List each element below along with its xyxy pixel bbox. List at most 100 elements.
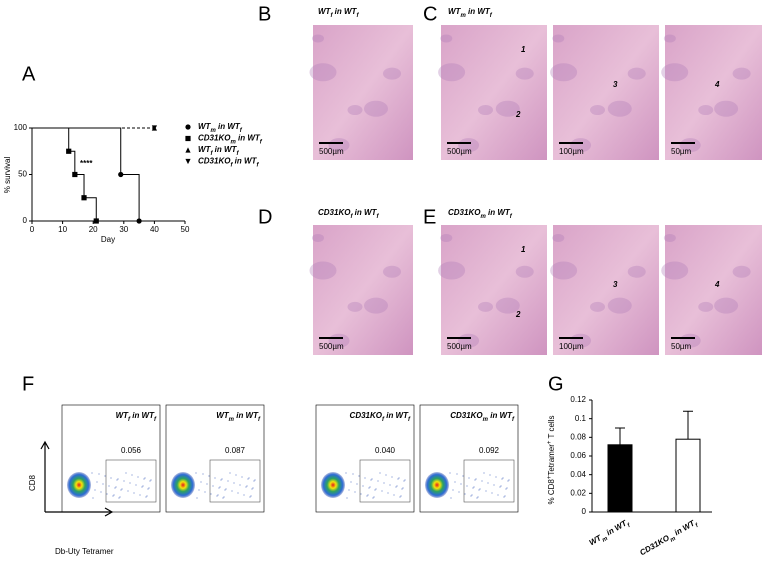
event xyxy=(471,494,473,496)
legend-label-part: CD31KO xyxy=(198,134,231,143)
event xyxy=(501,478,503,480)
scale-label: 500µm xyxy=(447,147,472,156)
event xyxy=(462,475,464,477)
event xyxy=(366,495,368,497)
event xyxy=(216,495,218,497)
event xyxy=(94,489,96,491)
event xyxy=(222,497,224,499)
x-tick-label-part: f xyxy=(627,522,633,529)
event xyxy=(251,488,253,490)
y-axis-label-part: + xyxy=(547,475,553,479)
event xyxy=(129,482,131,484)
event xyxy=(495,476,497,478)
event xyxy=(505,488,507,490)
event xyxy=(377,480,379,482)
legend-label-part: m xyxy=(210,128,216,134)
tissue-feature xyxy=(590,105,606,116)
event xyxy=(371,478,373,480)
event xyxy=(387,492,389,494)
plot-title-part: m xyxy=(229,417,235,423)
scale-label: 50µm xyxy=(671,342,692,351)
legend-label-part: WT xyxy=(198,145,212,154)
x-axis-label: Day xyxy=(101,235,115,244)
event xyxy=(198,489,200,491)
plot-title-part: in WT xyxy=(234,411,259,420)
histology-image xyxy=(441,25,547,160)
legend-label-part: m xyxy=(230,139,236,145)
event xyxy=(108,485,110,487)
event xyxy=(104,475,106,477)
plot-title-part: f xyxy=(408,417,411,423)
tissue-feature xyxy=(440,234,453,242)
panel-title-part: WT xyxy=(448,7,462,16)
panel-label: E xyxy=(423,206,436,228)
event xyxy=(481,480,483,482)
region-number: 3 xyxy=(613,280,618,289)
tissue-feature xyxy=(679,138,701,153)
event xyxy=(476,497,478,499)
event xyxy=(396,485,398,487)
legend-label: WTf in WTf xyxy=(198,145,239,156)
y-axis-label: CD8 xyxy=(28,474,37,491)
legend-label-part: f xyxy=(210,151,213,157)
x-tick-label: 30 xyxy=(119,225,128,234)
panel-title-part: in WT xyxy=(466,7,491,16)
legend-label-part: f xyxy=(256,162,259,168)
error-bar xyxy=(683,410,693,440)
event xyxy=(466,485,468,487)
event xyxy=(253,480,255,482)
population xyxy=(171,472,195,498)
x-tick-label-part: CD31KO xyxy=(638,533,671,557)
event xyxy=(364,477,366,479)
tissue-feature xyxy=(383,265,401,278)
gate xyxy=(209,459,261,503)
tissue-feature xyxy=(458,138,480,153)
y-axis-label-part: + xyxy=(547,440,553,444)
event xyxy=(502,477,504,479)
plot-title-part: in WT xyxy=(130,411,155,420)
y-tick-label: 50 xyxy=(18,170,27,179)
x-tick-label-part: in WT xyxy=(603,518,629,538)
gate xyxy=(105,459,157,503)
event xyxy=(139,494,141,496)
event xyxy=(398,477,400,479)
plot-title-part: CD31KO xyxy=(350,411,383,420)
scale-label: 500µm xyxy=(447,342,472,351)
tissue-feature xyxy=(383,67,401,80)
y-tick-label: 0.02 xyxy=(570,488,586,497)
event xyxy=(225,488,227,490)
panel-title-part: f xyxy=(490,13,493,19)
event xyxy=(217,494,219,496)
event xyxy=(503,496,505,498)
event xyxy=(150,479,152,481)
histology-image xyxy=(665,25,762,160)
event xyxy=(223,496,225,498)
scale-label: 100µm xyxy=(559,147,584,156)
legend-label-part: in WT xyxy=(212,145,237,154)
y-axis-label-part: Tetramer xyxy=(547,444,556,476)
legend-label-part: f xyxy=(260,139,263,145)
tissue-feature xyxy=(552,234,565,242)
event xyxy=(403,480,405,482)
axis-arrow xyxy=(40,440,114,517)
event xyxy=(464,493,466,495)
event xyxy=(116,479,118,481)
event xyxy=(250,495,252,497)
panel-title: CD31KOf in WTf xyxy=(318,208,379,219)
x-tick-label: 50 xyxy=(181,225,190,234)
event xyxy=(397,478,399,480)
panel-title-part: m xyxy=(460,13,466,19)
event xyxy=(348,489,350,491)
event xyxy=(144,477,146,479)
event xyxy=(372,497,374,499)
tissue-feature xyxy=(663,234,676,242)
event xyxy=(214,477,216,479)
event xyxy=(229,472,231,474)
legend-label-part: CD31KO xyxy=(198,157,231,166)
tissue-feature xyxy=(714,100,739,117)
event xyxy=(147,488,149,490)
tissue-feature xyxy=(347,301,363,312)
event xyxy=(145,496,147,498)
x-tick-label-part: m xyxy=(669,535,677,543)
